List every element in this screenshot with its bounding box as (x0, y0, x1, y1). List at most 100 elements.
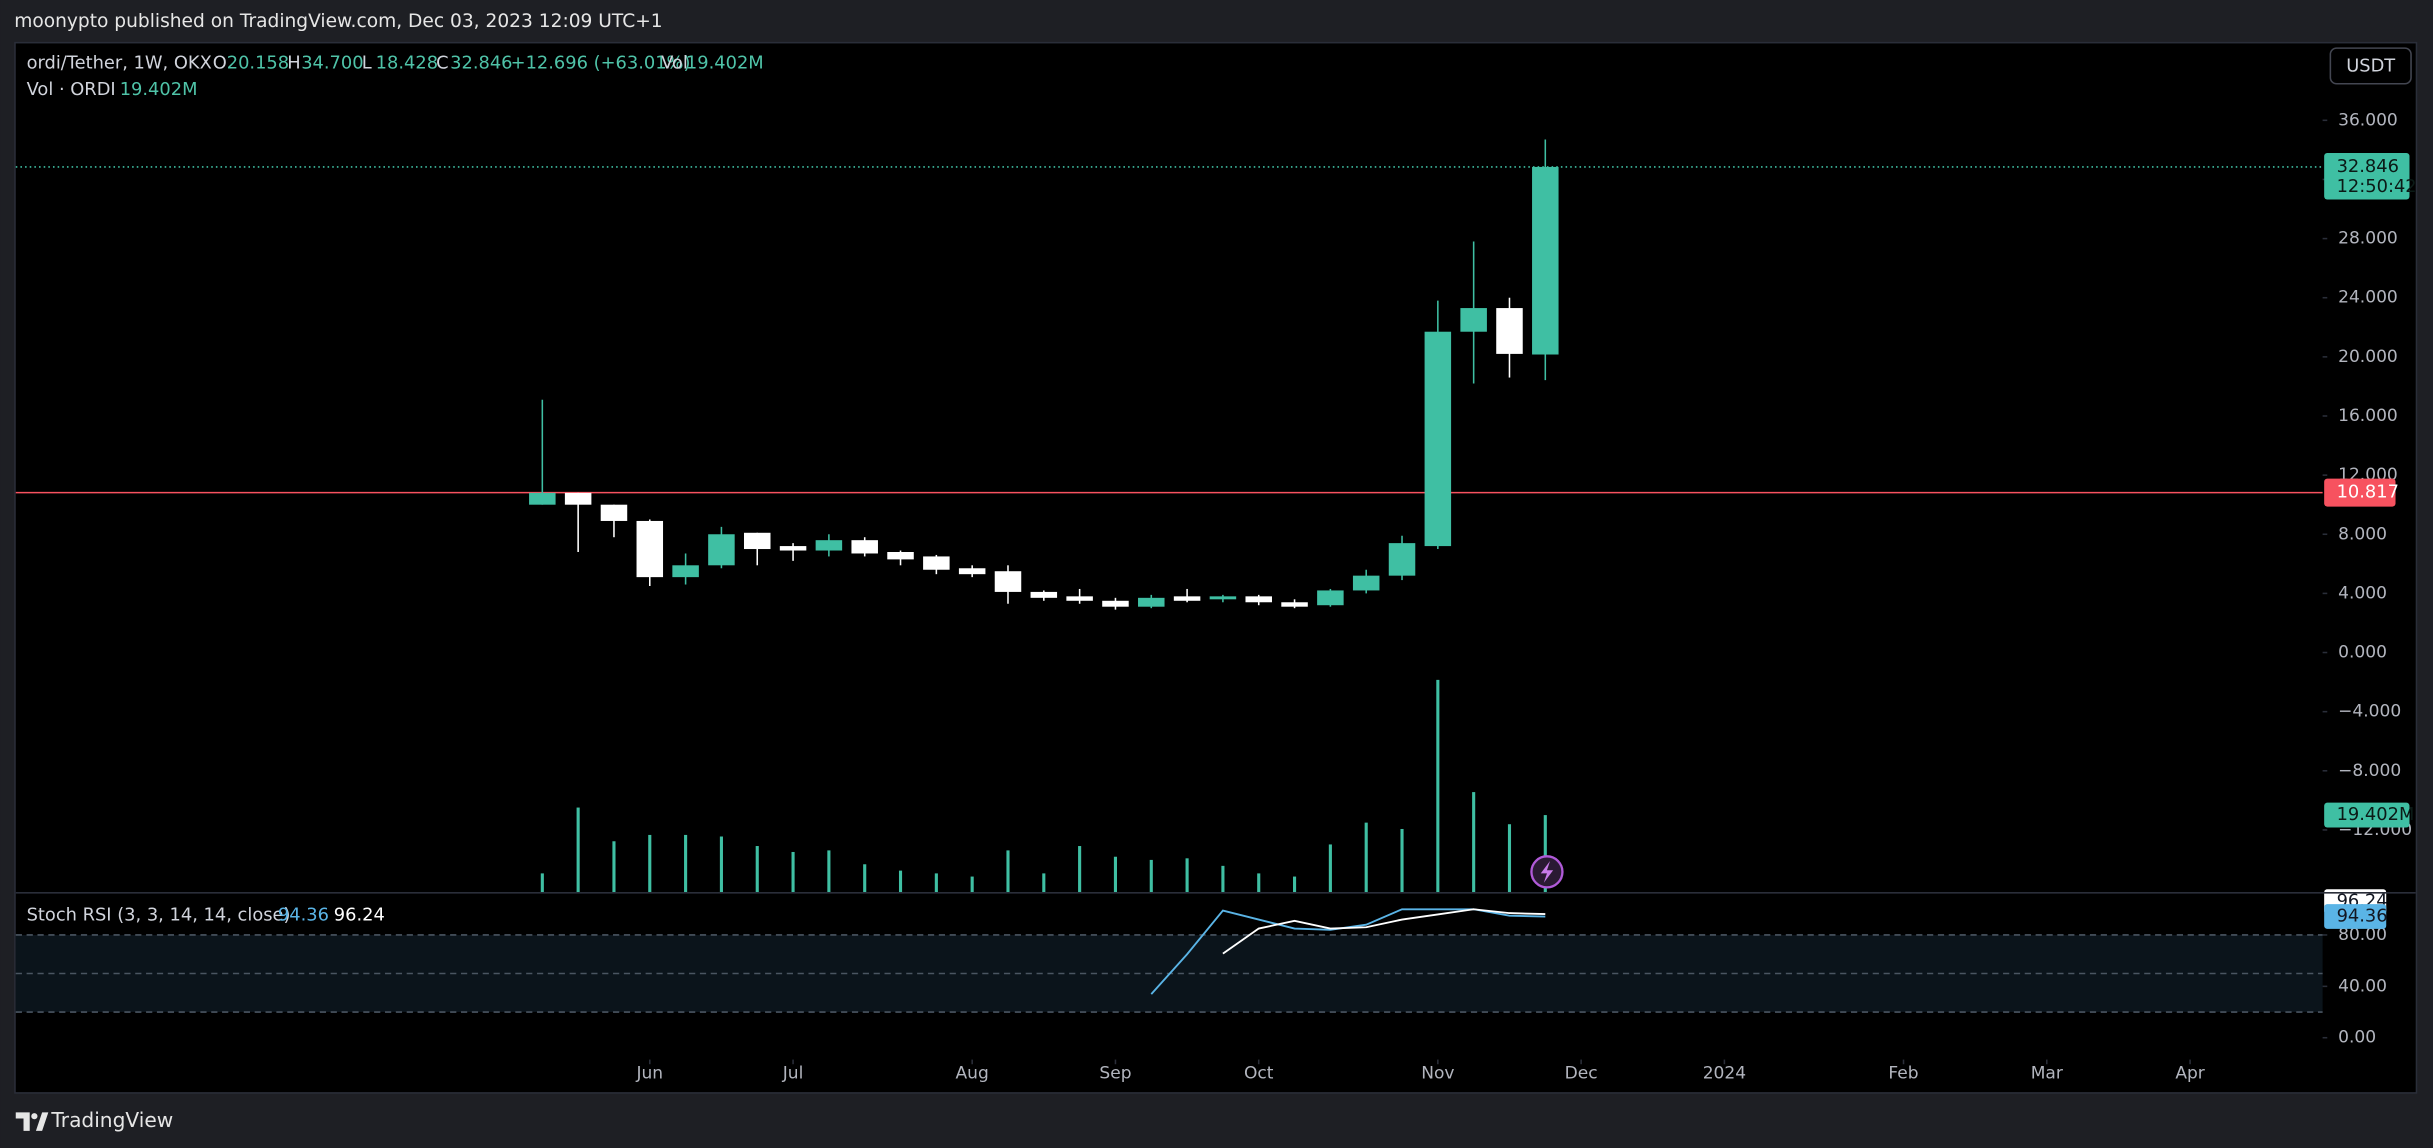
x-tick-label: Dec (1565, 1064, 1598, 1084)
candle-body (1352, 575, 1380, 591)
vol-value: 19.402M (686, 53, 764, 74)
level-label: 10.817 (2337, 482, 2399, 503)
volume-name: Vol · ORDI (27, 79, 116, 100)
volume-bar (576, 807, 580, 893)
candle-body (1102, 600, 1129, 607)
candle-body (1173, 596, 1201, 601)
countdown-label: 12:50:42 (2337, 176, 2417, 197)
candle-body (743, 532, 771, 550)
x-tick-label: Oct (1244, 1064, 1274, 1084)
volume-bar (1221, 865, 1225, 893)
volume-bar (1364, 822, 1368, 893)
volume-bar (1543, 815, 1547, 893)
candle-body (779, 546, 807, 551)
candle-body (994, 571, 1022, 592)
volume-bar (648, 834, 652, 893)
y-tick-label: −4.000 (2338, 702, 2401, 722)
candle-body (600, 504, 628, 521)
x-tick-label: Sep (1099, 1064, 1131, 1084)
candle-body (958, 568, 986, 575)
volume-bar (863, 864, 867, 893)
volume-bar (1293, 876, 1297, 893)
candle-body (1460, 308, 1487, 332)
y-tick-label: 16.000 (2338, 406, 2398, 426)
volume-legend-value: 19.402M (120, 79, 198, 100)
volume-bar (1436, 679, 1440, 893)
candle-body (1532, 166, 1559, 355)
volume-bar (1257, 873, 1261, 893)
y-tick-label: 8.000 (2338, 524, 2387, 544)
candle-body (923, 556, 950, 570)
volume-bar (970, 876, 974, 893)
y-tick-label: 36.000 (2338, 110, 2398, 130)
candle-body (1030, 591, 1058, 598)
alert-bolt (1540, 861, 1554, 883)
volume-bar (755, 846, 759, 893)
candle-body (1209, 596, 1237, 600)
change: +12.696 (+63.01%) (511, 53, 691, 74)
ohlc-value: 20.158 (227, 53, 289, 74)
x-tick-label: Feb (1888, 1064, 1918, 1084)
volume-bar (1472, 792, 1476, 893)
candle-body (672, 565, 699, 578)
volume-bar (898, 870, 903, 893)
volume-bar (1185, 858, 1189, 893)
stoch-k-tag-label: 94.36 (2337, 906, 2388, 927)
volume-bar (1006, 850, 1010, 893)
volume-bar (1507, 824, 1512, 893)
y-tick-label: 28.000 (2338, 229, 2398, 249)
volume-bar (684, 834, 688, 893)
stoch-title: Stoch RSI (3, 3, 14, 14, close) (27, 904, 291, 925)
ohlc-value: 34.700 (301, 53, 363, 74)
candle-body (529, 492, 556, 505)
y-tick-label: 20.000 (2338, 347, 2398, 367)
ohlc-value: 32.846 (450, 53, 512, 74)
x-tick-label: Jul (782, 1064, 804, 1084)
publish-header: moonypto published on TradingView.com, D… (14, 11, 662, 32)
currency-button[interactable] (2329, 47, 2412, 85)
candle-body (1496, 308, 1523, 354)
volume-bar (540, 873, 544, 893)
volume-bar (1400, 828, 1404, 893)
stoch-k-value: 94.36 (278, 904, 329, 925)
level-tag (2324, 478, 2396, 507)
x-tick-label: Apr (2175, 1064, 2205, 1084)
stoch-y-tick-label: 40.00 (2338, 976, 2387, 996)
x-tick-label: Jun (635, 1064, 663, 1084)
volume-bar (612, 841, 616, 893)
volume-bar (1113, 856, 1118, 893)
candle-body (1424, 331, 1452, 547)
candle-body (636, 520, 664, 578)
logo-part (31, 1113, 38, 1120)
volume-bar (1078, 846, 1082, 893)
last-price-label: 32.846 (2337, 156, 2399, 177)
candle-body (1245, 596, 1272, 603)
candle-body (1388, 543, 1416, 576)
x-tick-label: 2024 (1703, 1064, 1746, 1084)
last-price-tag (2324, 152, 2410, 200)
candle-body (1138, 597, 1165, 607)
volume-bar (1149, 859, 1153, 893)
volume-bar (1328, 844, 1332, 893)
logo-part (15, 1112, 30, 1131)
candle-body (1066, 596, 1093, 601)
candle-body (851, 540, 878, 554)
candle-body (815, 540, 843, 551)
currency-label[interactable]: USDT (2346, 56, 2395, 77)
volume-tag-label: 19.402M (2337, 804, 2415, 825)
candle-body (1317, 590, 1344, 606)
volume-bar (934, 873, 938, 893)
y-tick-label: −8.000 (2338, 761, 2401, 781)
candle-body (708, 534, 735, 566)
x-tick-label: Nov (1421, 1064, 1454, 1084)
stoch-d-value: 96.24 (334, 904, 385, 925)
candle-body (1281, 602, 1308, 607)
vol-key: Vol (661, 53, 688, 74)
x-tick-label: Mar (2031, 1064, 2064, 1084)
ohlc-value: 18.428 (376, 53, 438, 74)
y-tick-label: 4.000 (2338, 583, 2387, 603)
candle-body (564, 492, 592, 505)
ohlc-key: C (436, 53, 448, 74)
